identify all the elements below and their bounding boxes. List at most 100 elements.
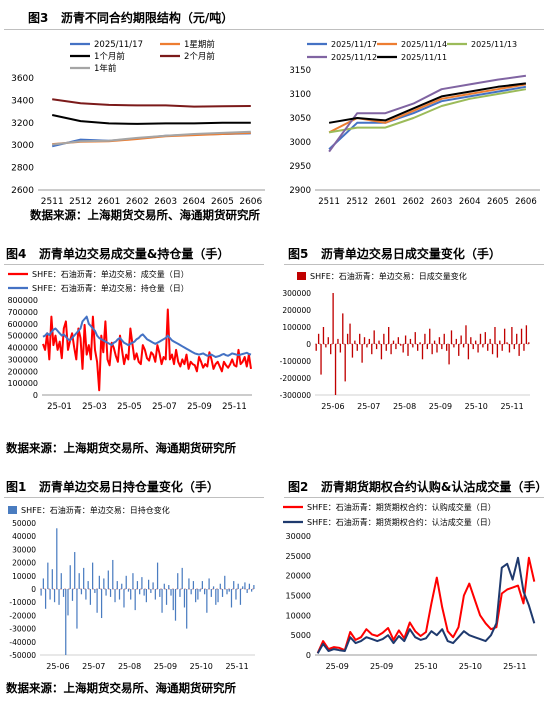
bar (356, 344, 358, 351)
fig2-title-text: 沥青期货期权合约认购&认沽成交量（手） (320, 480, 548, 494)
bar (518, 344, 520, 356)
series-line-1 (316, 556, 536, 654)
x-tick-label: 25-07 (152, 402, 177, 412)
bar (349, 323, 351, 344)
bar (134, 589, 136, 611)
bar (477, 344, 479, 353)
bar (499, 340, 501, 344)
bar (525, 325, 528, 344)
bar (354, 340, 356, 344)
chart-fig1: -50000 -40000 -30000 -20000 -10000 0 10000 2000… (8, 505, 255, 671)
bar (421, 344, 424, 360)
bar (141, 577, 143, 589)
bar (219, 583, 221, 589)
bar (375, 344, 378, 350)
x-tick-label: 2605 (487, 197, 509, 207)
y-tick-label: 20000 (286, 572, 311, 581)
bar (212, 586, 215, 589)
series-line-3 (328, 88, 527, 134)
y-tick-label: 30000 (286, 532, 311, 541)
x-tick-label: 25-09 (326, 662, 349, 671)
fig3-title-text: 沥青不同合约期限结构（元/吨） (60, 11, 234, 25)
y-tick-label: 30000 (12, 545, 36, 554)
bar (339, 344, 342, 353)
bar (436, 344, 438, 353)
y-tick-label: 700000 (7, 308, 38, 317)
fig1-title-text: 沥青单边交易日持仓量变化（手） (38, 480, 219, 494)
bar (139, 589, 141, 595)
y-tick-label: 10000 (286, 611, 311, 620)
series-line-4 (52, 98, 251, 108)
y-tick-label: -10000 (9, 598, 36, 607)
x-tick-label: 25-06 (46, 662, 69, 671)
bar (361, 344, 363, 363)
bar (378, 340, 380, 344)
bar (105, 589, 107, 596)
bar (479, 333, 482, 344)
x-tick-label: 25-10 (414, 662, 437, 671)
legend-label: 1星期前 (184, 39, 215, 50)
bar (92, 562, 94, 589)
bar (424, 333, 426, 344)
fig2-label: 图2 (288, 480, 309, 494)
x-tick-label: 2512 (346, 197, 368, 207)
bar (56, 528, 58, 589)
y-tick-label: 5000 (291, 631, 311, 640)
bar (237, 583, 239, 589)
y-tick-label: 300000 (282, 289, 311, 298)
bar (96, 589, 98, 613)
x-tick-label: 2511 (318, 197, 340, 207)
y-tick-label: 200000 (282, 306, 311, 315)
bar (368, 338, 371, 344)
bar (203, 589, 206, 595)
bar (438, 337, 441, 344)
fig5-title: 图5 沥青单边交易日成交量变化（手） (288, 245, 501, 262)
y-tick-label: 500000 (7, 332, 38, 341)
bar (344, 344, 346, 382)
x-tick-label: 2602 (403, 197, 425, 207)
x-tick-label: 25-07 (357, 402, 380, 411)
x-tick-label: 25-03 (82, 402, 107, 412)
y-tick-label: 0 (33, 391, 38, 400)
bar (494, 327, 496, 344)
bar (145, 589, 147, 603)
bar (62, 589, 65, 597)
y-tick-label: 2800 (11, 164, 34, 174)
legend-label: 2个月前 (184, 51, 215, 62)
bar (484, 332, 486, 344)
y-tick-label: 0 (306, 651, 311, 660)
y-tick-label: 3000 (11, 141, 34, 151)
bar (76, 589, 78, 629)
bar (114, 589, 116, 603)
bar (320, 344, 322, 375)
bar (195, 589, 197, 603)
bar (239, 589, 242, 605)
x-tick-label: 25-06 (321, 402, 344, 411)
x-tick-label: 25-09 (429, 402, 452, 411)
source-note-row3: 数据来源：上海期货交易所、海通期货研究所 (6, 681, 236, 695)
y-tick-label: -200000 (280, 374, 312, 383)
bar (506, 342, 508, 344)
y-tick-label: 3150 (289, 66, 311, 76)
legend-label: 2025/11/13 (471, 40, 517, 49)
bar (433, 340, 436, 344)
bar (363, 337, 366, 344)
x-tick-label: 25-05 (117, 402, 142, 412)
bar (123, 589, 125, 608)
bar (346, 333, 349, 344)
series-line-4 (328, 74, 527, 153)
series-line-2 (52, 131, 251, 146)
x-tick-label: 25-11 (500, 402, 523, 411)
bar (448, 344, 450, 365)
bar (87, 581, 89, 589)
fig3-label: 图3 (28, 11, 49, 25)
y-tick-label: 3400 (11, 96, 34, 106)
fig4-title-text: 沥青单边交易成交量&持仓量（手） (38, 247, 230, 261)
series-line-1 (51, 132, 251, 148)
series-line-1 (328, 85, 527, 150)
bar (325, 344, 327, 348)
bar (172, 589, 174, 611)
bar (188, 578, 190, 589)
bar (130, 589, 132, 600)
bar (163, 583, 165, 589)
